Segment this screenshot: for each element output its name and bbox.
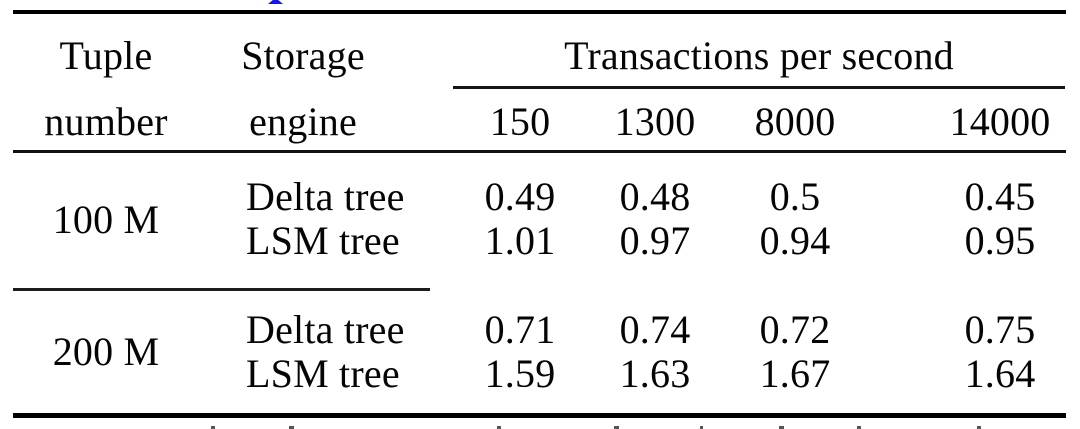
header-tps-150: 150 — [489, 99, 551, 144]
cropped-text-fragment — [857, 426, 861, 429]
header-engine: engine — [249, 99, 357, 144]
value-200m-delta-1300: 0.74 — [619, 307, 691, 352]
header-tps-14000: 14000 — [949, 99, 1051, 144]
engine-label-delta-tree: Delta tree — [246, 174, 405, 219]
cropped-text-fragment — [700, 426, 703, 429]
value-100m-delta-8000: 0.5 — [769, 174, 821, 219]
header-tps-8000: 8000 — [754, 99, 836, 144]
cropped-text-fragment — [497, 426, 501, 429]
value-200m-delta-14000: 0.75 — [964, 307, 1036, 352]
cropped-text-fragment — [211, 426, 215, 429]
value-200m-lsm-150: 1.59 — [484, 351, 556, 396]
group-separator-rule — [13, 288, 430, 291]
value-100m-lsm-8000: 0.94 — [759, 218, 831, 263]
header-storage: Storage — [241, 33, 365, 78]
value-200m-lsm-8000: 1.67 — [759, 351, 831, 396]
value-200m-delta-150: 0.71 — [484, 307, 556, 352]
cropped-text-fragment — [977, 426, 981, 429]
value-100m-delta-14000: 0.45 — [964, 174, 1036, 219]
group-label-200m: 200 M — [52, 329, 160, 374]
value-100m-lsm-14000: 0.95 — [964, 218, 1036, 263]
header-number: number — [44, 99, 168, 144]
header-transactions-per-second: Transactions per second — [564, 33, 954, 78]
cropped-text-fragment — [614, 426, 619, 429]
cropped-text-fragment — [289, 426, 294, 429]
value-100m-delta-1300: 0.48 — [619, 174, 691, 219]
header-tuple: Tuple — [59, 33, 153, 78]
header-tps-1300: 1300 — [614, 99, 696, 144]
table-bottom-rule — [13, 413, 1066, 418]
value-100m-lsm-150: 1.01 — [484, 218, 556, 263]
table-top-rule — [13, 10, 1066, 14]
engine-label-lsm-tree: LSM tree — [246, 351, 400, 396]
engine-label-lsm-tree: LSM tree — [246, 218, 400, 263]
value-200m-lsm-1300: 1.63 — [619, 351, 691, 396]
engine-label-delta-tree: Delta tree — [246, 307, 405, 352]
cropped-hyperlink-fragment[interactable] — [268, 0, 283, 4]
group-label-100m: 100 M — [52, 197, 160, 242]
value-100m-lsm-1300: 0.97 — [619, 218, 691, 263]
cropped-text-fragment — [779, 426, 784, 429]
header-separator-rule — [13, 150, 1066, 153]
value-200m-lsm-14000: 1.64 — [964, 351, 1036, 396]
value-200m-delta-8000: 0.72 — [759, 307, 831, 352]
tps-span-rule — [453, 86, 1065, 89]
value-100m-delta-150: 0.49 — [484, 174, 556, 219]
